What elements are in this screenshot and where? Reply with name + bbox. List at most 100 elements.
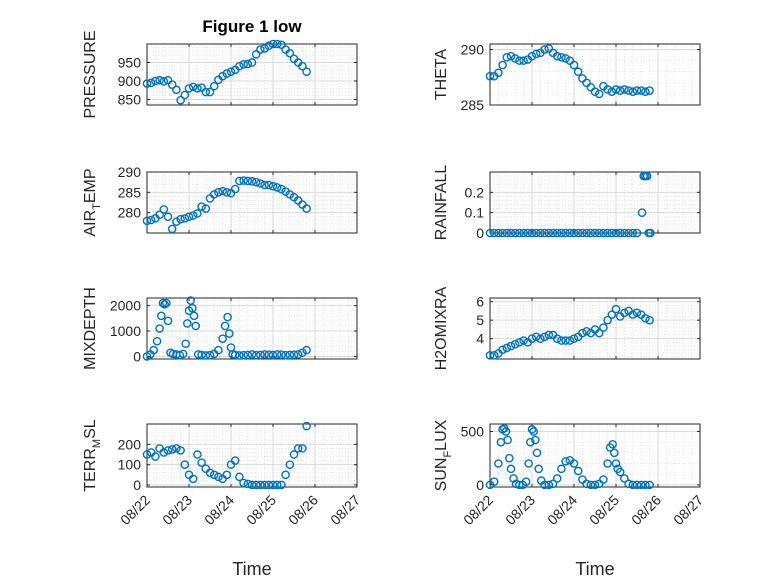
panel-rainfall: 0 0.1 0.2 RAINFALL: [433, 165, 701, 241]
data-point: [298, 61, 307, 71]
data-point: [151, 76, 160, 86]
data-point: [611, 85, 621, 94]
data-point: [226, 67, 236, 77]
data-point: [603, 228, 612, 238]
data-point: [201, 204, 211, 213]
data-point: [264, 180, 274, 190]
data-point: [620, 474, 629, 483]
data-point: [540, 228, 549, 238]
data-point: [146, 215, 156, 225]
data-point: [642, 171, 652, 181]
data-point: [641, 480, 650, 490]
data-point: [260, 480, 269, 490]
data-point: [582, 326, 591, 336]
data-point: [506, 464, 516, 474]
data-point: [260, 44, 269, 53]
data-point: [260, 350, 269, 359]
data-point: [510, 54, 520, 63]
data-point: [176, 95, 185, 105]
y-tick-label: 0: [476, 477, 484, 493]
data-point: [573, 228, 583, 238]
data-point: [645, 86, 654, 95]
data-point: [205, 350, 215, 360]
data-point: [235, 351, 244, 360]
data-point: [193, 450, 202, 459]
data-point: [149, 345, 159, 355]
data-point: [256, 480, 265, 490]
y-axis-label: TERRMSL: [82, 419, 103, 491]
data-point: [230, 184, 240, 194]
data-point: [485, 71, 495, 81]
data-point: [540, 332, 549, 342]
data-point: [205, 468, 215, 478]
data-point: [180, 90, 190, 100]
data-point: [599, 475, 608, 484]
data-point: [197, 350, 206, 360]
data-point: [573, 466, 583, 476]
y-tick-label: 290: [118, 164, 142, 180]
data-point: [527, 228, 537, 238]
data-point: [214, 472, 223, 482]
data-point: [524, 459, 533, 468]
figure-title: Figure 1 low: [202, 17, 302, 36]
data-point: [632, 86, 642, 95]
data-point: [569, 228, 579, 238]
data-point: [590, 87, 600, 96]
data-point: [502, 53, 512, 62]
data-point: [272, 480, 282, 490]
y-tick-label: 200: [118, 436, 142, 452]
data-point: [489, 228, 499, 238]
data-point: [188, 303, 197, 313]
data-point: [302, 345, 311, 355]
data-point: [251, 480, 261, 490]
axes-box: [489, 297, 701, 360]
data-point: [184, 212, 194, 222]
data-point: [146, 78, 156, 88]
data-point: [197, 458, 206, 467]
data-point: [569, 334, 579, 343]
y-tick-label: 1000: [110, 323, 141, 339]
y-tick-label: 850: [118, 91, 142, 107]
data-point: [281, 350, 290, 360]
data-point: [163, 316, 173, 326]
data-point: [502, 343, 512, 353]
data-point: [569, 459, 579, 468]
data-point: [498, 60, 507, 70]
data-point: [272, 39, 282, 49]
data-point: [527, 51, 537, 61]
data-point: [176, 446, 185, 455]
data-point: [155, 210, 164, 219]
y-axis-label: THETA: [433, 49, 450, 101]
data-point: [494, 68, 503, 78]
data-point: [167, 80, 177, 89]
y-axis-label: AIRTEMP: [82, 168, 103, 236]
data-point: [510, 339, 520, 349]
data-point: [156, 311, 166, 321]
data-point: [645, 315, 654, 325]
data-point: [641, 314, 650, 323]
y-tick-label: 900: [118, 73, 142, 89]
data-point: [180, 214, 190, 223]
data-point: [540, 45, 549, 54]
panel-mixdepth: 0 1000 2000 MIXDEPTH: [82, 287, 358, 370]
data-point: [251, 50, 261, 59]
data-point: [163, 212, 173, 222]
panel-pressure: 850 900 950 PRESSURE: [82, 30, 358, 119]
data-point: [223, 312, 232, 322]
data-point: [298, 348, 307, 357]
data-point: [178, 349, 188, 359]
data-point: [632, 480, 642, 490]
data-point: [607, 310, 617, 319]
data-point: [607, 87, 617, 96]
data-point: [489, 351, 499, 360]
data-point: [256, 179, 265, 188]
axes-box: [146, 43, 358, 106]
data-point: [519, 56, 528, 65]
data-point: [277, 40, 286, 50]
data-point: [646, 228, 655, 238]
data-point: [529, 427, 538, 436]
data-point: [158, 298, 168, 308]
data-point: [515, 338, 524, 347]
data-point: [485, 228, 495, 238]
data-point: [561, 228, 570, 238]
